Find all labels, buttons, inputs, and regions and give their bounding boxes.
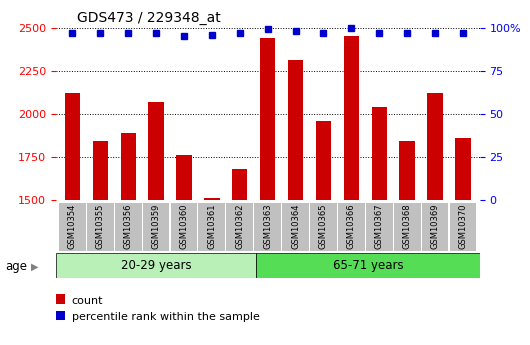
FancyBboxPatch shape — [143, 203, 170, 251]
FancyBboxPatch shape — [115, 203, 142, 251]
Text: GSM10369: GSM10369 — [430, 203, 439, 249]
FancyBboxPatch shape — [56, 253, 257, 278]
Bar — [120, 133, 136, 200]
FancyBboxPatch shape — [59, 203, 86, 251]
Text: GSM10365: GSM10365 — [319, 203, 328, 249]
FancyBboxPatch shape — [366, 203, 393, 251]
Text: 65-71 years: 65-71 years — [333, 259, 403, 272]
FancyBboxPatch shape — [87, 203, 113, 251]
Bar — [204, 198, 219, 200]
Bar — [65, 93, 80, 200]
Bar — [400, 141, 415, 200]
Bar — [148, 102, 164, 200]
FancyBboxPatch shape — [282, 203, 309, 251]
Bar — [260, 38, 275, 200]
FancyBboxPatch shape — [338, 203, 365, 251]
Text: GSM10361: GSM10361 — [207, 203, 216, 249]
FancyBboxPatch shape — [257, 253, 480, 278]
FancyBboxPatch shape — [198, 203, 225, 251]
Bar — [232, 169, 248, 200]
Bar — [343, 36, 359, 200]
FancyBboxPatch shape — [449, 203, 476, 251]
Text: GSM10363: GSM10363 — [263, 203, 272, 249]
Bar — [427, 93, 443, 200]
Text: GSM10355: GSM10355 — [96, 203, 105, 249]
Bar — [93, 141, 108, 200]
FancyBboxPatch shape — [310, 203, 337, 251]
Text: GDS473 / 229348_at: GDS473 / 229348_at — [77, 11, 220, 25]
Bar — [316, 121, 331, 200]
Text: GSM10356: GSM10356 — [123, 203, 132, 249]
Text: GSM10364: GSM10364 — [291, 203, 300, 249]
Text: GSM10366: GSM10366 — [347, 203, 356, 249]
Bar — [455, 138, 471, 200]
Text: GSM10367: GSM10367 — [375, 203, 384, 249]
FancyBboxPatch shape — [422, 203, 448, 251]
Text: age: age — [5, 260, 28, 273]
Text: GSM10359: GSM10359 — [152, 203, 161, 249]
Bar — [176, 155, 192, 200]
Text: percentile rank within the sample: percentile rank within the sample — [72, 313, 259, 322]
FancyBboxPatch shape — [254, 203, 281, 251]
Text: GSM10362: GSM10362 — [235, 203, 244, 249]
Bar — [288, 60, 303, 200]
Text: 20-29 years: 20-29 years — [121, 259, 191, 272]
Text: count: count — [72, 296, 103, 306]
FancyBboxPatch shape — [226, 203, 253, 251]
Bar — [372, 107, 387, 200]
Text: GSM10360: GSM10360 — [180, 203, 189, 249]
FancyBboxPatch shape — [394, 203, 420, 251]
Text: GSM10368: GSM10368 — [403, 203, 412, 249]
Text: GSM10370: GSM10370 — [458, 203, 467, 249]
Text: GSM10354: GSM10354 — [68, 203, 77, 249]
FancyBboxPatch shape — [171, 203, 197, 251]
Text: ▶: ▶ — [31, 262, 38, 271]
